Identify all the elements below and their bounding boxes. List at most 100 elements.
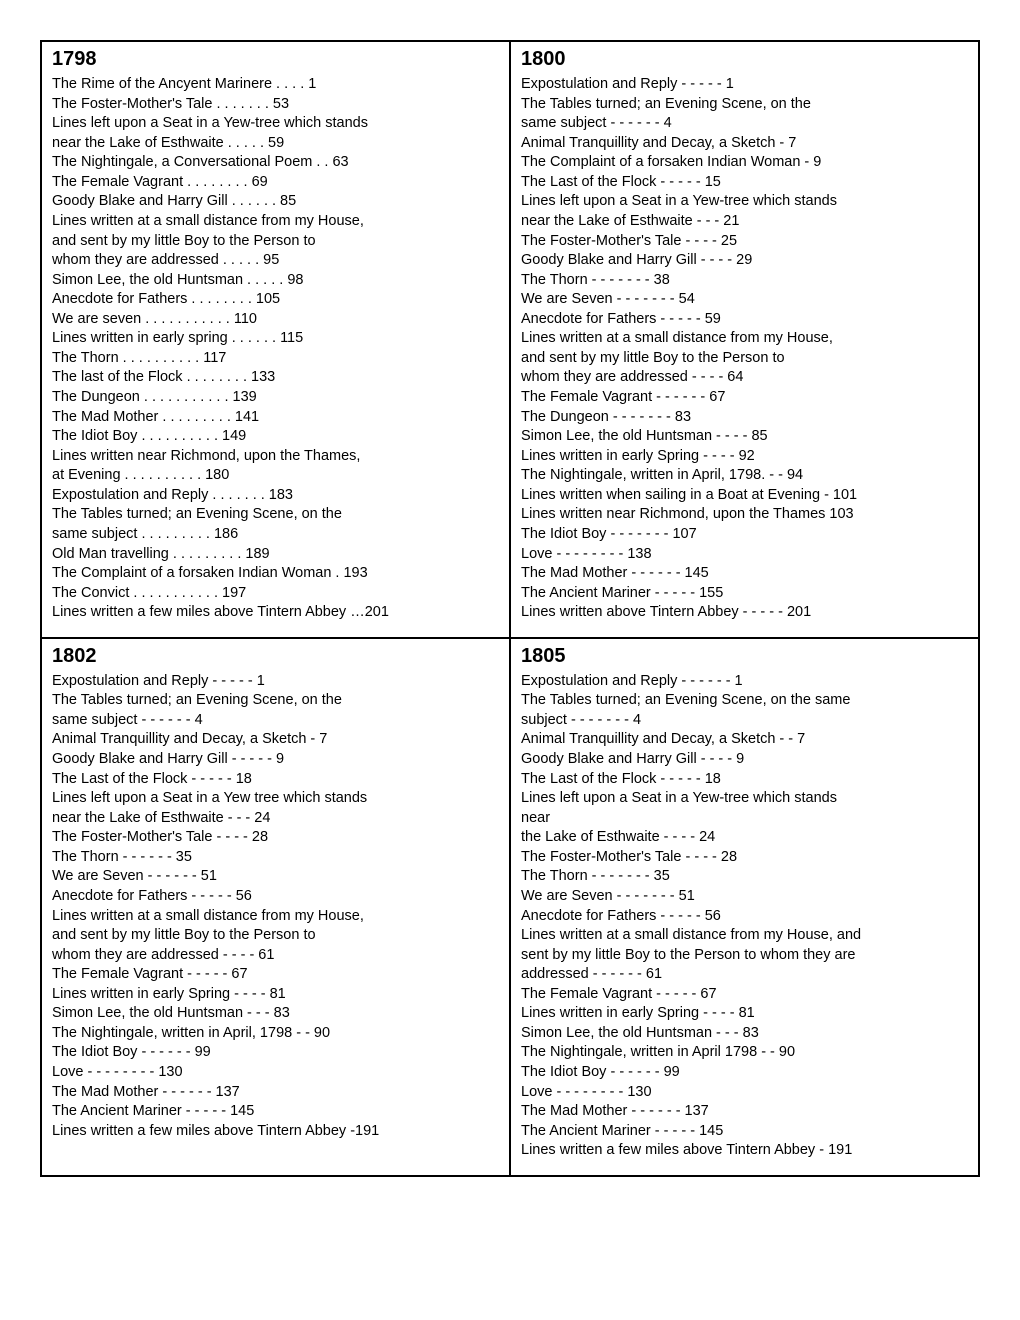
toc-entry: Simon Lee, the old Huntsman . . . . . 98	[52, 271, 499, 291]
toc-entry: near the Lake of Esthwaite - - - 24	[52, 809, 499, 829]
cell-1805: 1805 Expostulation and Reply - - - - - -…	[510, 638, 979, 1176]
toc-entry: Love - - - - - - - - 138	[521, 545, 968, 565]
toc-entry: The Ancient Mariner - - - - - 145	[52, 1102, 499, 1122]
toc-entry: Simon Lee, the old Huntsman - - - 83	[521, 1024, 968, 1044]
toc-entry: We are Seven - - - - - - 51	[52, 867, 499, 887]
toc-entry: The Thorn - - - - - - 35	[52, 848, 499, 868]
toc-entry: The Last of the Flock - - - - - 15	[521, 173, 968, 193]
toc-entry: near	[521, 809, 968, 829]
toc-entry: Lines written when sailing in a Boat at …	[521, 486, 968, 506]
toc-entry: subject - - - - - - - 4	[521, 711, 968, 731]
toc-entry: Anecdote for Fathers - - - - - 56	[521, 907, 968, 927]
toc-entry: We are seven . . . . . . . . . . . 110	[52, 310, 499, 330]
toc-entry: Lines written in early spring . . . . . …	[52, 329, 499, 349]
entries-1802: Expostulation and Reply - - - - - 1The T…	[52, 672, 499, 1142]
cell-1802: 1802 Expostulation and Reply - - - - - 1…	[41, 638, 510, 1176]
toc-entry: at Evening . . . . . . . . . . 180	[52, 466, 499, 486]
toc-entry: The Last of the Flock - - - - - 18	[52, 770, 499, 790]
year-heading: 1798	[52, 46, 499, 73]
toc-entry: The Foster-Mother's Tale - - - - 25	[521, 232, 968, 252]
toc-entry: The Ancient Mariner - - - - - 145	[521, 1122, 968, 1142]
toc-entry: Lines written above Tintern Abbey - - - …	[521, 603, 968, 623]
toc-entry: The Mad Mother - - - - - - 137	[521, 1102, 968, 1122]
toc-entry: Animal Tranquillity and Decay, a Sketch …	[52, 730, 499, 750]
toc-entry: Anecdote for Fathers . . . . . . . . 105	[52, 290, 499, 310]
toc-entry: The Dungeon - - - - - - - 83	[521, 408, 968, 428]
toc-entry: The Thorn - - - - - - - 35	[521, 867, 968, 887]
toc-entry: Old Man travelling . . . . . . . . . 189	[52, 545, 499, 565]
toc-entry: The Nightingale, written in April, 1798 …	[52, 1024, 499, 1044]
entries-1800: Expostulation and Reply - - - - - 1The T…	[521, 75, 968, 623]
toc-entry: Anecdote for Fathers - - - - - 56	[52, 887, 499, 907]
toc-entry: We are Seven - - - - - - - 54	[521, 290, 968, 310]
toc-entry: Expostulation and Reply . . . . . . . 18…	[52, 486, 499, 506]
toc-entry: Lines written in early Spring - - - - 81	[52, 985, 499, 1005]
toc-entry: Lines left upon a Seat in a Yew-tree whi…	[521, 192, 968, 212]
toc-entry: The Thorn - - - - - - - 38	[521, 271, 968, 291]
toc-entry: The Convict . . . . . . . . . . . 197	[52, 584, 499, 604]
toc-entry: The Dungeon . . . . . . . . . . . 139	[52, 388, 499, 408]
toc-entry: The Rime of the Ancyent Marinere . . . .…	[52, 75, 499, 95]
toc-entry: whom they are addressed - - - - 61	[52, 946, 499, 966]
toc-entry: and sent by my little Boy to the Person …	[52, 926, 499, 946]
toc-entry: Expostulation and Reply - - - - - 1	[52, 672, 499, 692]
toc-entry: Lines left upon a Seat in a Yew-tree whi…	[521, 789, 968, 809]
toc-entry: Simon Lee, the old Huntsman - - - 83	[52, 1004, 499, 1024]
toc-entry: The Mad Mother - - - - - - 145	[521, 564, 968, 584]
year-heading: 1805	[521, 643, 968, 670]
toc-entry: whom they are addressed . . . . . 95	[52, 251, 499, 271]
toc-entry: same subject . . . . . . . . . 186	[52, 525, 499, 545]
toc-entry: The Mad Mother - - - - - - 137	[52, 1083, 499, 1103]
toc-entry: Love - - - - - - - - 130	[521, 1083, 968, 1103]
toc-entry: The Nightingale, written in April, 1798.…	[521, 466, 968, 486]
toc-entry: The Foster-Mother's Tale . . . . . . . 5…	[52, 95, 499, 115]
toc-entry: The Nightingale, a Conversational Poem .…	[52, 153, 499, 173]
cell-1800: 1800 Expostulation and Reply - - - - - 1…	[510, 41, 979, 638]
toc-entry: Lines written near Richmond, upon the Th…	[52, 447, 499, 467]
toc-entry: The Nightingale, written in April 1798 -…	[521, 1043, 968, 1063]
toc-entry: Lines written at a small distance from m…	[52, 907, 499, 927]
toc-entry: The Tables turned; an Evening Scene, on …	[52, 505, 499, 525]
toc-entry: Lines written a few miles above Tintern …	[52, 1122, 499, 1142]
toc-entry: Animal Tranquillity and Decay, a Sketch …	[521, 730, 968, 750]
toc-entry: Lines written at a small distance from m…	[52, 212, 499, 232]
toc-entry: Lines written at a small distance from m…	[521, 926, 968, 946]
toc-entry: whom they are addressed - - - - 64	[521, 368, 968, 388]
toc-entry: The Female Vagrant - - - - - 67	[521, 985, 968, 1005]
toc-entry: The Idiot Boy - - - - - - 99	[521, 1063, 968, 1083]
toc-entry: sent by my little Boy to the Person to w…	[521, 946, 968, 966]
toc-entry: The Complaint of a forsaken Indian Woman…	[521, 153, 968, 173]
toc-entry: addressed - - - - - - 61	[521, 965, 968, 985]
toc-entry: and sent by my little Boy to the Person …	[52, 232, 499, 252]
toc-entry: Goody Blake and Harry Gill . . . . . . 8…	[52, 192, 499, 212]
cell-1798: 1798 The Rime of the Ancyent Marinere . …	[41, 41, 510, 638]
toc-entry: the Lake of Esthwaite - - - - 24	[521, 828, 968, 848]
toc-entry: Lines written a few miles above Tintern …	[52, 603, 499, 623]
toc-entry: Lines written near Richmond, upon the Th…	[521, 505, 968, 525]
toc-entry: Animal Tranquillity and Decay, a Sketch …	[521, 134, 968, 154]
toc-entry: Lines left upon a Seat in a Yew-tree whi…	[52, 114, 499, 134]
toc-entry: The Tables turned; an Evening Scene, on …	[52, 691, 499, 711]
toc-entry: Lines written at a small distance from m…	[521, 329, 968, 349]
toc-entry: We are Seven - - - - - - - 51	[521, 887, 968, 907]
toc-entry: The Tables turned; an Evening Scene, on …	[521, 95, 968, 115]
toc-entry: The Female Vagrant - - - - - 67	[52, 965, 499, 985]
toc-entry: Love - - - - - - - - 130	[52, 1063, 499, 1083]
toc-entry: Anecdote for Fathers - - - - - 59	[521, 310, 968, 330]
toc-entry: The Ancient Mariner - - - - - 155	[521, 584, 968, 604]
toc-entry: The Foster-Mother's Tale - - - - 28	[52, 828, 499, 848]
year-heading: 1802	[52, 643, 499, 670]
toc-entry: Lines written in early Spring - - - - 92	[521, 447, 968, 467]
toc-entry: same subject - - - - - - 4	[52, 711, 499, 731]
toc-entry: Lines written a few miles above Tintern …	[521, 1141, 968, 1161]
toc-entry: Lines written in early Spring - - - - 81	[521, 1004, 968, 1024]
toc-entry: The last of the Flock . . . . . . . . 13…	[52, 368, 499, 388]
toc-entry: The Idiot Boy - - - - - - 99	[52, 1043, 499, 1063]
year-heading: 1800	[521, 46, 968, 73]
entries-1805: Expostulation and Reply - - - - - - 1The…	[521, 672, 968, 1161]
contents-grid: 1798 The Rime of the Ancyent Marinere . …	[40, 40, 980, 1177]
toc-entry: The Female Vagrant . . . . . . . . 69	[52, 173, 499, 193]
toc-entry: Goody Blake and Harry Gill - - - - 29	[521, 251, 968, 271]
toc-entry: near the Lake of Esthwaite . . . . . 59	[52, 134, 499, 154]
toc-entry: near the Lake of Esthwaite - - - 21	[521, 212, 968, 232]
